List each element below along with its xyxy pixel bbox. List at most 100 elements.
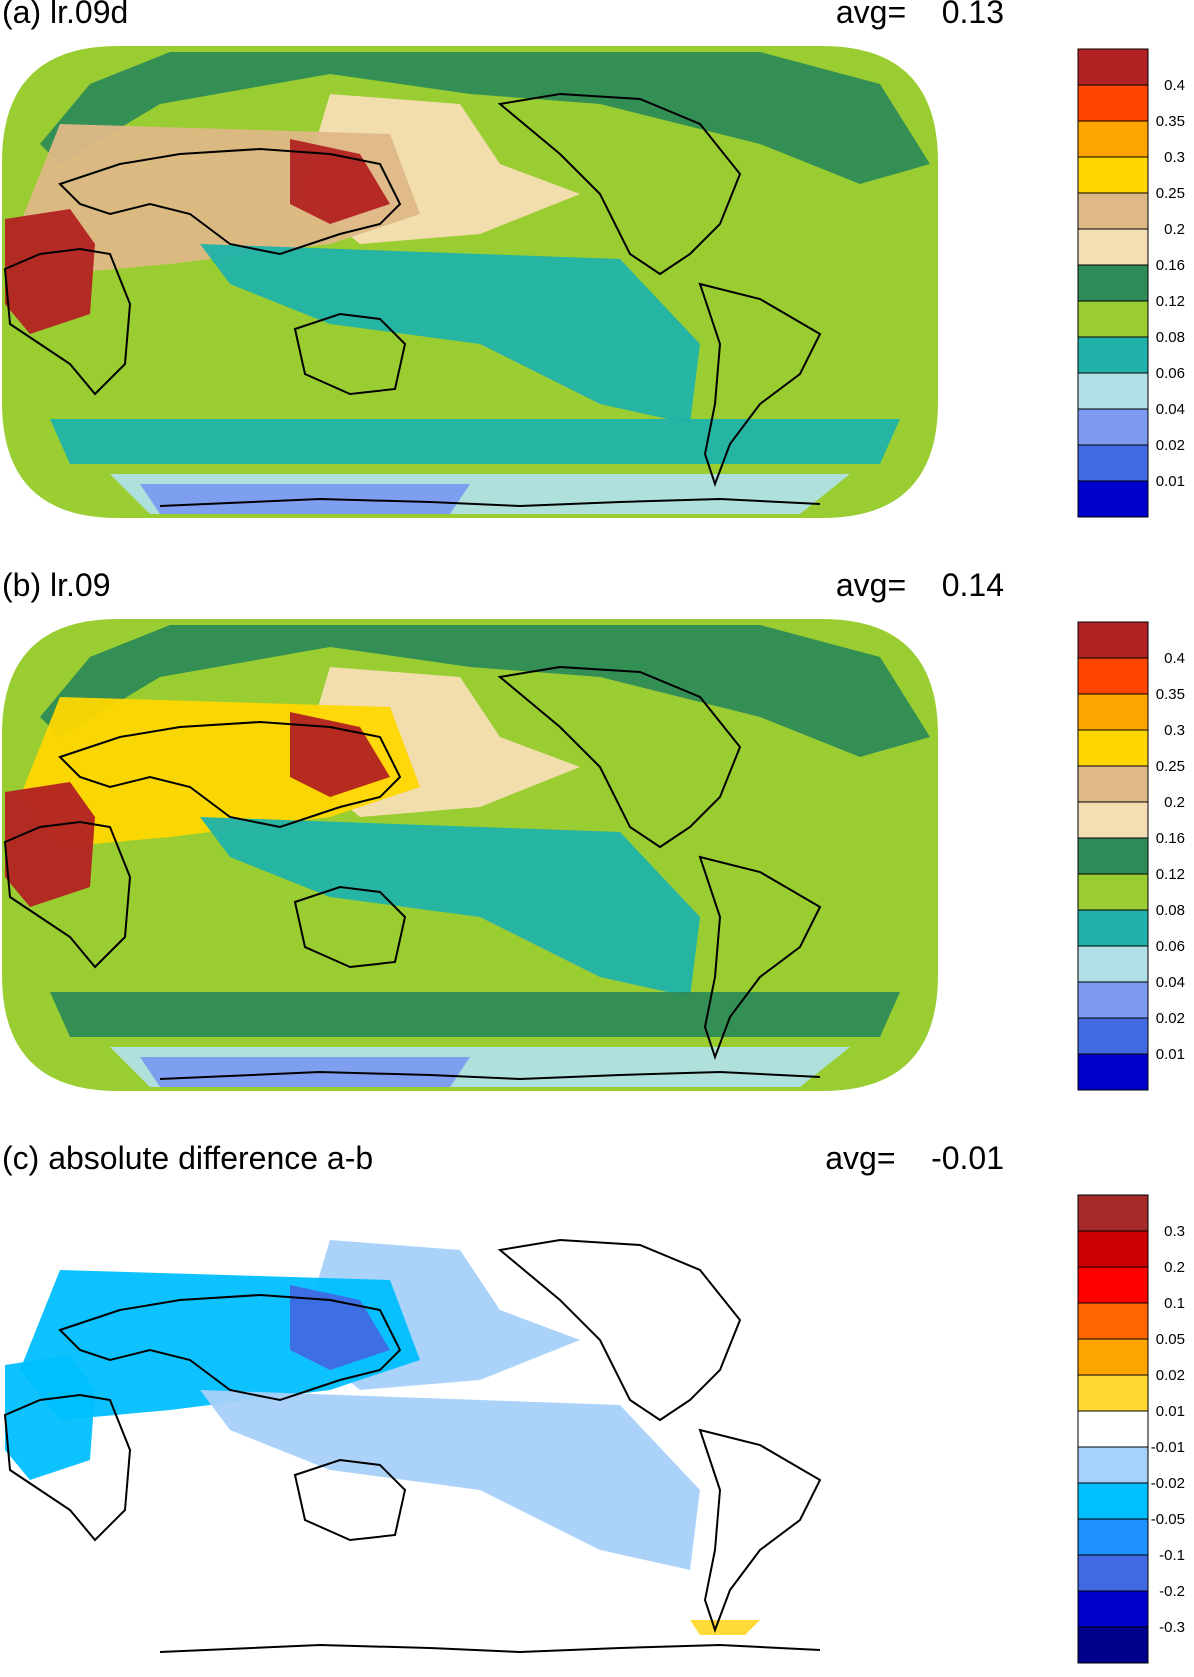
avg-value: 0.14 bbox=[941, 567, 1004, 603]
colorbar-tick-label: 0.4 bbox=[1164, 77, 1185, 94]
colorbar-tick-label: 0.2 bbox=[1164, 221, 1185, 238]
colorbar-swatch bbox=[1077, 408, 1149, 446]
coastline bbox=[293, 312, 407, 396]
colorbar-swatch bbox=[1077, 192, 1149, 230]
colorbar-swatch bbox=[1077, 1590, 1149, 1628]
coastline bbox=[3, 247, 132, 396]
coastline bbox=[58, 147, 402, 256]
region-arctic-band bbox=[40, 625, 930, 757]
coastline bbox=[698, 282, 822, 487]
colorbar-swatch bbox=[1077, 84, 1149, 122]
map-fill-b bbox=[2, 619, 938, 1091]
colorbar-swatch bbox=[1077, 300, 1149, 338]
colorbar-swatch bbox=[1077, 693, 1149, 731]
region-antarctic-patch bbox=[690, 1620, 760, 1635]
colorbar-tick-label: 0.04 bbox=[1156, 401, 1185, 418]
colorbar-swatch bbox=[1077, 1194, 1149, 1232]
region-tropical-pacific bbox=[200, 817, 700, 997]
region-sahara-peak bbox=[5, 1355, 95, 1480]
region-east-asia-peak bbox=[290, 712, 390, 797]
colorbar-tick-label: 0.2 bbox=[1164, 794, 1185, 811]
coastline bbox=[293, 885, 407, 969]
legend-c: 0.3 0.2 0.1 0.05 0.02 0.01 -0.01 -0.02 -0.05 -0.1… bbox=[1077, 1194, 1194, 1664]
colorbar-tick-label: 0.3 bbox=[1164, 1223, 1185, 1240]
region-southern-ocean-band bbox=[50, 992, 900, 1037]
colorbar-swatch bbox=[1077, 801, 1149, 839]
coastline bbox=[497, 665, 742, 849]
colorbar-tick-label: 0.08 bbox=[1156, 329, 1185, 346]
colorbar-tick-label: 0.4 bbox=[1164, 650, 1185, 667]
colorbar-swatch bbox=[1077, 1302, 1149, 1340]
panel-a: (a) lr.09d avg= 0.13 0.4 0.35 0.3 0.25 0.2 0.… bbox=[0, 0, 1194, 560]
avg-label: avg= bbox=[835, 567, 907, 603]
colorbar-swatch bbox=[1077, 873, 1149, 911]
colorbar-b: 0.4 0.35 0.3 0.25 0.2 0.16 0.12 0.08 0.06 0.04 0.0… bbox=[1077, 621, 1185, 1091]
colorbar-tick-label: 0.06 bbox=[1156, 938, 1185, 955]
colorbar-swatch bbox=[1077, 372, 1149, 410]
colorbar-swatch bbox=[1077, 1410, 1149, 1448]
colorbar-swatch bbox=[1077, 336, 1149, 374]
region-east-asia-peak bbox=[290, 139, 390, 224]
colorbar-tick-label: 0.01 bbox=[1156, 1046, 1185, 1063]
colorbar-tick-label: 0.3 bbox=[1164, 149, 1185, 166]
panel-c: (c) absolute difference a-b avg= -0.01 0… bbox=[0, 1140, 1194, 1677]
colorbar-swatch bbox=[1077, 621, 1149, 659]
colorbar-swatch bbox=[1077, 1230, 1149, 1268]
colorbar-tick-label: 0.02 bbox=[1156, 1367, 1185, 1384]
coastline bbox=[497, 92, 742, 276]
colorbar-tick-label: 0.3 bbox=[1164, 722, 1185, 739]
map-c bbox=[2, 1192, 938, 1664]
colorbar-swatch bbox=[1077, 444, 1149, 482]
colorbar-tick-label: 0.08 bbox=[1156, 902, 1185, 919]
legend-a: 0.4 0.35 0.3 0.25 0.2 0.16 0.12 0.08 0.06 0.04 0.0… bbox=[1077, 48, 1194, 518]
colorbar-swatch bbox=[1077, 1374, 1149, 1412]
colorbar-swatch bbox=[1077, 1017, 1149, 1055]
avg-value: 0.13 bbox=[941, 0, 1004, 30]
colorbar-swatch bbox=[1077, 909, 1149, 947]
map-b bbox=[2, 619, 938, 1091]
colorbar-tick-label: 0.06 bbox=[1156, 365, 1185, 382]
colorbar-tick-label: 0.12 bbox=[1156, 866, 1185, 883]
panel-average: avg= 0.14 bbox=[836, 567, 1004, 604]
colorbar-swatch bbox=[1077, 1482, 1149, 1520]
colorbar-tick-label: 0.05 bbox=[1156, 1331, 1185, 1348]
avg-label: avg= bbox=[825, 1140, 896, 1176]
coastline bbox=[3, 1393, 132, 1542]
colorbar-tick-label: 0.01 bbox=[1156, 1403, 1185, 1420]
colorbar-swatch bbox=[1077, 837, 1149, 875]
colorbar-tick-label: 0.01 bbox=[1156, 473, 1185, 490]
coastline bbox=[58, 1293, 402, 1402]
colorbar-tick-label: 0.1 bbox=[1164, 1295, 1185, 1312]
colorbar-swatch bbox=[1077, 48, 1149, 86]
region-southern-ocean-band bbox=[50, 419, 900, 464]
coastline bbox=[497, 1238, 742, 1422]
region-arctic-band bbox=[40, 52, 930, 184]
colorbar-swatch bbox=[1077, 480, 1149, 518]
region-sahara-peak bbox=[5, 782, 95, 907]
colorbar-tick-label: 0.16 bbox=[1156, 830, 1185, 847]
region-tropical-pacific bbox=[200, 244, 700, 424]
panel-b: (b) lr.09 avg= 0.14 0.4 0.35 0.3 0.25 0.2 0.1… bbox=[0, 567, 1194, 1133]
colorbar-tick-label: 0.16 bbox=[1156, 257, 1185, 274]
colorbar-swatch bbox=[1077, 156, 1149, 194]
colorbar-tick-label: 0.2 bbox=[1164, 1259, 1185, 1276]
colorbar-tick-label: -0.1 bbox=[1159, 1547, 1185, 1564]
colorbar-swatch bbox=[1077, 1554, 1149, 1592]
colorbar-tick-label: 0.02 bbox=[1156, 1010, 1185, 1027]
colorbar-swatch bbox=[1077, 1266, 1149, 1304]
coastlines bbox=[3, 1238, 822, 1654]
colorbar-tick-label: 0.35 bbox=[1156, 113, 1185, 130]
coastlines bbox=[3, 665, 822, 1081]
panel-title: (a) lr.09d bbox=[2, 0, 129, 30]
panel-title: (c) absolute difference a-b bbox=[2, 1140, 374, 1176]
panel-average: avg= 0.13 bbox=[836, 0, 1004, 31]
coastline bbox=[293, 1458, 407, 1542]
colorbar-swatch bbox=[1077, 1626, 1149, 1664]
colorbar-swatch bbox=[1077, 1338, 1149, 1376]
colorbar-swatch bbox=[1077, 228, 1149, 266]
colorbar-tick-label: 0.02 bbox=[1156, 437, 1185, 454]
map-fill-a bbox=[2, 46, 938, 518]
colorbar-swatch bbox=[1077, 264, 1149, 302]
colorbar-swatch bbox=[1077, 1518, 1149, 1556]
region-sahara-peak bbox=[5, 209, 95, 334]
